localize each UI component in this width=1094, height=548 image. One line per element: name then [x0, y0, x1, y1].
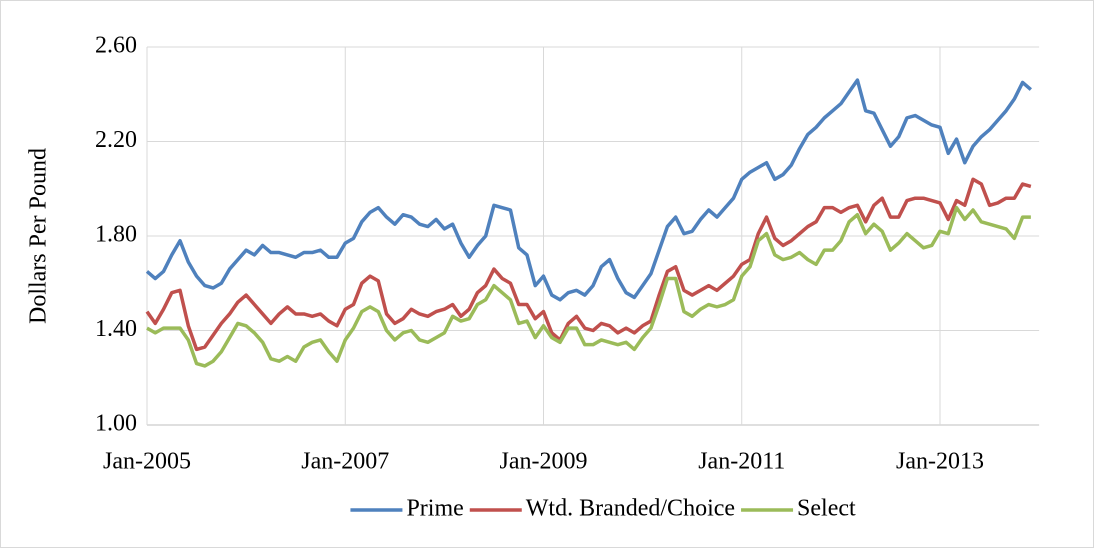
y-tick-label: 2.60: [95, 33, 137, 59]
x-tick-label: Jan-2005: [103, 449, 191, 475]
line-series: [146, 205, 1031, 368]
line-series: [145, 78, 1032, 302]
line-series: [145, 177, 1032, 352]
x-tick-label: Jan-2007: [301, 449, 389, 475]
x-tick-label: Jan-2009: [500, 449, 588, 475]
y-tick-label: 1.80: [95, 222, 137, 248]
legend-label: Prime: [406, 496, 463, 522]
x-tick-label: Jan-2013: [896, 449, 984, 475]
legend-label: Select: [797, 496, 856, 522]
y-tick-label: 1.40: [95, 316, 137, 342]
y-tick-label: 2.20: [95, 127, 137, 153]
y-tick-label: 1.00: [95, 411, 137, 437]
x-tick-label: Jan-2011: [698, 449, 785, 475]
legend-label: Wtd. Branded/Choice: [526, 496, 735, 522]
y-axis-title: Dollars Per Pound: [26, 148, 52, 324]
